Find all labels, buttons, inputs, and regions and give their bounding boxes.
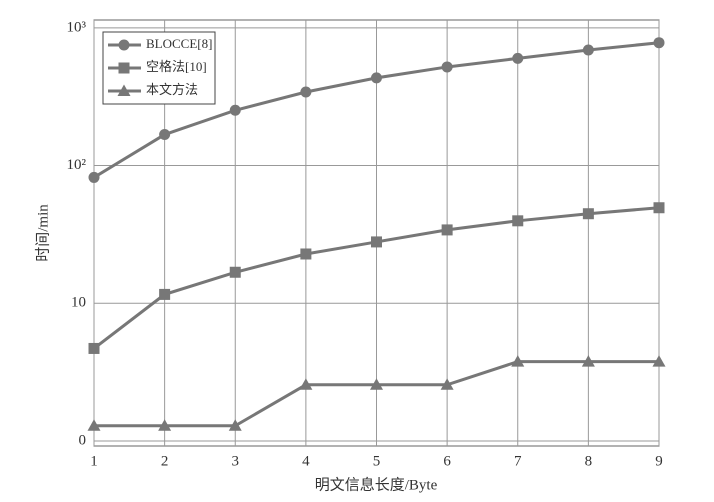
data-point [582,44,594,56]
data-point [229,104,241,116]
data-point [299,378,313,390]
data-point [582,208,594,220]
legend-marker [118,39,130,51]
data-point [159,288,171,300]
y-tick-label: 10 [71,295,86,311]
data-point [653,202,665,214]
legend-label: BLOCCE[8] [146,36,212,51]
data-point [228,419,242,431]
x-tick-label: 1 [90,453,98,469]
data-point [159,129,171,141]
x-tick-label: 2 [161,453,169,469]
y-axis-label: 时间/min [34,204,51,262]
x-tick-label: 5 [373,453,381,469]
x-tick-label: 9 [655,453,663,469]
data-point [653,37,665,49]
data-point [229,266,241,278]
legend-marker [117,84,131,96]
legend-marker [118,62,130,74]
data-point [158,419,172,431]
x-axis-label: 明文信息长度/Byte [315,476,438,493]
y-tick-label: 10² [67,157,87,173]
y-tick-label: 10³ [67,19,87,35]
data-point [371,236,382,248]
data-point [370,378,383,390]
data-point [511,355,525,367]
data-point [441,224,453,236]
data-point [371,72,382,84]
data-point [88,342,100,354]
data-point [512,52,524,64]
data-point [87,419,101,431]
x-tick-label: 8 [585,453,593,469]
x-tick-label: 3 [232,453,240,469]
x-tick-label: 4 [302,453,310,469]
data-point [440,378,454,390]
data-point [512,215,524,227]
x-tick-label: 7 [514,453,522,469]
data-point [88,171,100,183]
x-tick-label: 6 [443,453,451,469]
data-point [441,61,453,73]
legend-label: 空格法[10] [146,59,207,74]
data-point [581,355,595,367]
data-point [300,86,312,98]
data-point [652,355,666,367]
data-point [300,248,312,260]
y-tick-label: 0 [79,432,87,448]
legend-label: 本文方法 [146,82,198,97]
